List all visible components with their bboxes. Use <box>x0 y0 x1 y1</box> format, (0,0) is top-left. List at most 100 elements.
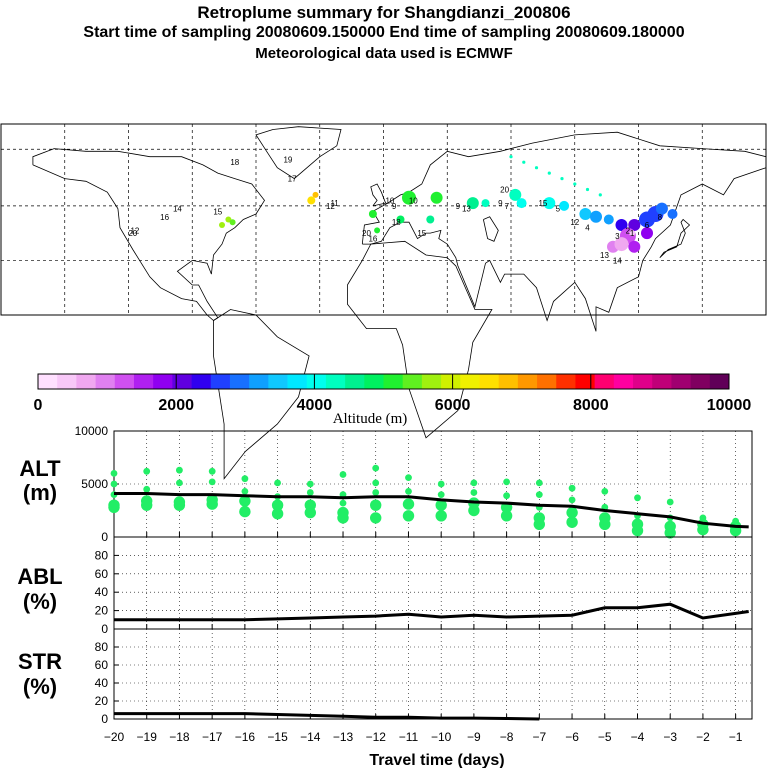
plume-day-label: 14 <box>173 205 182 214</box>
colorbar-swatch <box>556 374 576 389</box>
colorbar-swatch <box>594 374 615 389</box>
plume-day-label: 10 <box>385 196 394 205</box>
x-tick-label: −13 <box>333 730 354 744</box>
alt-particle-point <box>437 480 445 488</box>
plume-marker <box>402 190 416 205</box>
x-axis-label: Travel time (days) <box>369 752 504 768</box>
alt-particle-point <box>176 466 183 474</box>
x-tick-label: −19 <box>137 730 158 744</box>
plume-marker <box>534 166 539 170</box>
alt-particle-point <box>405 474 412 481</box>
alt-particle-point <box>339 471 347 478</box>
colorbar-swatch <box>95 374 116 389</box>
x-tick-label: −17 <box>202 730 223 744</box>
colorbar-swatch <box>421 374 442 389</box>
y-tick-label: 80 <box>95 548 109 562</box>
alt-particle-point <box>143 485 151 493</box>
alt-particle-point <box>566 506 578 519</box>
colorbar-swatch <box>498 374 519 389</box>
plume-marker <box>598 193 602 197</box>
alt-particle-point <box>110 480 118 488</box>
colorbar-label: Altitude (m) <box>333 411 408 427</box>
alt-particle-point <box>239 505 251 518</box>
colorbar-swatch <box>249 374 269 389</box>
plume-marker <box>585 187 590 192</box>
plume-day-label: 20 <box>362 229 371 238</box>
x-tick-label: −5 <box>598 730 612 744</box>
y-tick-label: 80 <box>95 640 109 654</box>
plume-marker <box>615 219 628 231</box>
plume-day-label: 5 <box>556 205 561 214</box>
plume-day-label: 16 <box>368 235 377 244</box>
y-tick-label: 0 <box>101 530 108 544</box>
panel-frame <box>113 628 753 720</box>
plume-day-label: 15 <box>213 207 222 216</box>
abl-line <box>114 602 749 622</box>
colorbar-swatch <box>38 374 58 389</box>
alt-particle-point <box>503 478 510 486</box>
plume-marker <box>641 227 653 240</box>
colorbar-swatch <box>287 374 308 389</box>
plume-day-label: 9 <box>392 202 397 211</box>
plume-day-label: 6 <box>645 221 650 230</box>
plume-marker <box>522 160 526 164</box>
coastline <box>32 148 265 321</box>
alt-particle-point <box>697 523 709 536</box>
colorbar-swatch <box>133 374 154 389</box>
alt-particle-point <box>143 467 151 475</box>
alt-particle-point <box>274 479 281 487</box>
plume-marker <box>543 197 556 210</box>
alt-particle-point <box>634 494 641 502</box>
alt-panel: 0 5000 10000 <box>75 424 753 544</box>
y-tick-label: 20 <box>95 604 109 618</box>
plume-day-label: 10 <box>409 196 418 205</box>
plume-marker <box>559 200 570 211</box>
y-tick-label: 5000 <box>81 477 108 491</box>
colorbar-swatch <box>671 374 692 389</box>
coastline <box>483 216 499 242</box>
alt-particle-point <box>566 516 578 528</box>
plume-day-label: 9 <box>456 202 461 211</box>
alt-particle-point <box>535 479 543 487</box>
plume-day-label: 15 <box>538 199 547 208</box>
y-tick-label: 40 <box>95 585 109 599</box>
colorbar-swatch <box>460 374 480 389</box>
alt-particle-point <box>208 478 216 486</box>
plume-marker <box>579 208 592 220</box>
alt-particle-point <box>173 499 186 511</box>
coastline <box>659 218 691 258</box>
plume-marker <box>466 197 479 210</box>
coastline <box>361 131 767 332</box>
plume-day-label: 7 <box>505 202 510 211</box>
alt-particle-point <box>110 470 118 477</box>
y-tick-label: 60 <box>95 658 109 672</box>
alt-particle-point <box>370 512 382 524</box>
colorbar-swatch <box>325 374 346 389</box>
colorbar-tick-label: 6000 <box>435 397 471 414</box>
x-tick-label: −20 <box>104 730 125 744</box>
alt-particle-point <box>176 479 183 487</box>
plume-marker <box>229 219 236 226</box>
plume-day-label: 14 <box>613 256 622 265</box>
x-tick-label: −4 <box>631 730 645 744</box>
colorbar-swatch <box>690 374 711 389</box>
colorbar-tick-label: 4000 <box>297 397 333 414</box>
plume-marker <box>629 230 636 237</box>
y-tick-label: 0 <box>101 712 108 726</box>
plume-day-label: 8 <box>658 213 663 222</box>
abl-panel: 0 20 40 60 80 <box>95 536 753 636</box>
alt-particle-point <box>402 498 415 510</box>
alt-particle-point <box>664 527 676 539</box>
alt-particle-point <box>435 499 447 511</box>
plume-day-label: 12 <box>326 202 335 211</box>
plume-marker <box>481 199 490 208</box>
colorbar-swatch <box>306 374 327 389</box>
alt-particle-point <box>372 464 380 472</box>
colorbar-swatch <box>402 374 423 389</box>
alt-particle-point <box>339 499 347 507</box>
alt-particle-point <box>206 498 218 510</box>
alt-particle-point <box>470 479 478 487</box>
